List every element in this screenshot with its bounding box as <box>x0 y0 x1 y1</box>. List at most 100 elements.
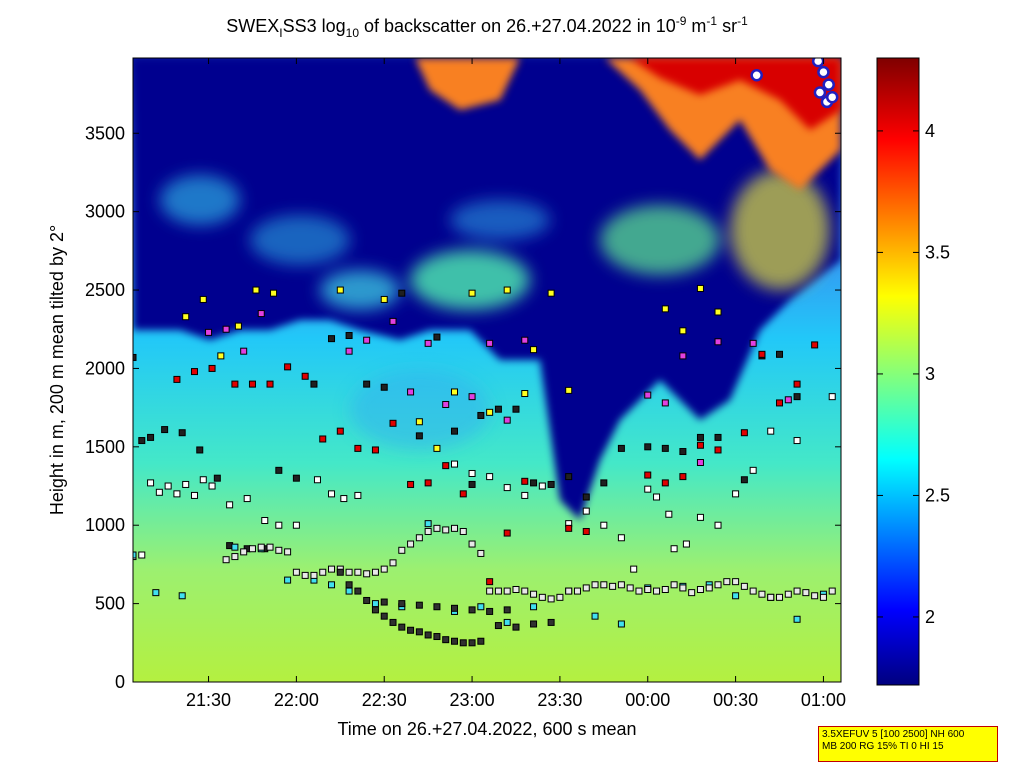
y-tick-label: 500 <box>95 594 125 614</box>
layer-marker-black-bordered-white-square <box>767 593 775 601</box>
layer-marker-yellow-square <box>336 286 344 294</box>
layer-marker-red-square <box>758 350 766 358</box>
layer-marker-white-square <box>182 480 190 488</box>
layer-marker-black-line-squares <box>450 637 458 645</box>
layer-marker-black-bordered-white-square <box>635 587 643 595</box>
layer-marker-white-square <box>793 437 801 445</box>
layer-marker-white-square <box>292 521 300 529</box>
layer-marker-red-square <box>284 363 292 371</box>
layer-marker-black-square <box>178 429 186 437</box>
layer-marker-yellow-square <box>468 289 476 297</box>
layer-marker-black-bordered-white-square <box>363 570 371 578</box>
layer-marker-black-square <box>468 480 476 488</box>
x-tick-label: 22:30 <box>362 690 407 710</box>
layer-marker-white-square <box>749 466 757 474</box>
layer-marker-black-square <box>617 444 625 452</box>
layer-marker-black-bordered-white-square <box>389 559 397 567</box>
layer-marker-magenta-square <box>389 317 397 325</box>
layer-marker-black-line-squares <box>468 639 476 647</box>
layer-marker-black-bordered-white-square <box>723 578 731 586</box>
layer-marker-black-bordered-white-square <box>591 581 599 589</box>
layer-marker-black-bordered-white-square <box>626 584 634 592</box>
layer-marker-black-square <box>494 405 502 413</box>
layer-marker-red-square <box>679 473 687 481</box>
layer-marker-white-square <box>670 545 678 553</box>
layer-marker-white-square <box>538 482 546 490</box>
layer-marker-red-square <box>407 480 415 488</box>
layer-marker-red-square <box>776 399 784 407</box>
layer-marker-black-bordered-white-square <box>714 581 722 589</box>
layer-marker-magenta-square <box>749 339 757 347</box>
high-cloud-marker <box>822 78 835 91</box>
layer-marker-cyan-square <box>231 543 239 551</box>
layer-marker-white-square <box>503 484 511 492</box>
layer-marker-black-square <box>345 332 353 340</box>
layer-marker-red-square <box>503 529 511 537</box>
layer-marker-black-line-squares <box>336 568 344 576</box>
layer-marker-black-bordered-white-square <box>811 592 819 600</box>
layer-marker-black-square <box>213 474 221 482</box>
layer-marker-black-square <box>679 448 687 456</box>
layer-marker-black-bordered-white-square <box>758 590 766 598</box>
layer-marker-black-square <box>547 480 555 488</box>
layer-marker-magenta-square <box>222 325 230 333</box>
layer-markers <box>133 58 839 647</box>
layer-marker-black-square <box>696 433 704 441</box>
layer-marker-white-square <box>226 501 234 509</box>
layer-marker-black-bordered-white-square <box>459 527 467 535</box>
layer-marker-black-line-squares <box>371 606 379 614</box>
info-line-2: MB 200 RG 15% TI 0 HI 15 <box>822 741 944 752</box>
layer-marker-black-square <box>450 427 458 435</box>
layer-marker-red-square <box>424 479 432 487</box>
layer-marker-magenta-square <box>407 388 415 396</box>
layer-marker-yellow-square <box>234 322 242 330</box>
layer-marker-black-bordered-white-square <box>679 584 687 592</box>
layer-marker-black-bordered-white-square <box>688 589 696 597</box>
layer-marker-red-square <box>248 380 256 388</box>
layer-marker-black-square <box>147 433 155 441</box>
x-tick-label: 00:30 <box>713 690 758 710</box>
layer-marker-black-line-squares <box>530 620 538 628</box>
layer-marker-white-square <box>275 521 283 529</box>
layer-marker-black-square <box>275 466 283 474</box>
layer-marker-black-bordered-white-square <box>776 593 784 601</box>
info-line-1: 3.5XEFUV 5 [100 2500] NH 600 <box>822 729 965 740</box>
layer-marker-white-square <box>617 534 625 542</box>
layer-marker-black-bordered-white-square <box>749 587 757 595</box>
y-tick-label: 2000 <box>85 358 125 378</box>
y-tick-label: 0 <box>115 672 125 692</box>
colorbar-tick-label: 3.5 <box>925 242 950 262</box>
layer-marker-red-square <box>208 364 216 372</box>
y-tick-label: 3000 <box>85 202 125 222</box>
layer-marker-black-bordered-white-square <box>442 526 450 534</box>
layer-marker-black-line-squares <box>407 626 415 634</box>
layer-marker-black-bordered-white-square <box>661 585 669 593</box>
layer-marker-yellow-square <box>450 388 458 396</box>
layer-marker-cyan-square <box>284 576 292 584</box>
y-tick-label: 1500 <box>85 437 125 457</box>
layer-marker-black-square <box>644 443 652 451</box>
layer-marker-cyan-square <box>371 600 379 608</box>
layer-marker-yellow-square <box>270 289 278 297</box>
layer-marker-black-bordered-white-square <box>732 578 740 586</box>
layer-marker-black-bordered-white-square <box>292 568 300 576</box>
layer-marker-red-square <box>811 341 819 349</box>
layer-marker-white-square <box>190 491 198 499</box>
heatmap-cloud <box>415 58 841 190</box>
layer-marker-red-square <box>565 524 573 532</box>
layer-marker-black-bordered-white-square <box>345 568 353 576</box>
layer-marker-red-square <box>231 380 239 388</box>
layer-marker-black-line-squares <box>503 606 511 614</box>
layer-marker-white-square <box>582 507 590 515</box>
layer-marker-black-bordered-white-square <box>670 581 678 589</box>
layer-marker-cyan-square <box>345 587 353 595</box>
colorbar-ticks: 2 2.5 3 3.5 4 <box>877 121 950 627</box>
layer-marker-black-square <box>512 405 520 413</box>
layer-marker-black-square <box>793 393 801 401</box>
layer-marker-red-square <box>740 429 748 437</box>
layer-marker-yellow-square <box>503 286 511 294</box>
layer-marker-black-line-squares <box>459 639 467 647</box>
layer-marker-yellow-square <box>380 295 388 303</box>
axes: 21:30 22:00 22:30 23:00 23:30 00:00 00:30 01:00… <box>85 58 846 710</box>
layer-marker-black-bordered-white-square <box>696 585 704 593</box>
